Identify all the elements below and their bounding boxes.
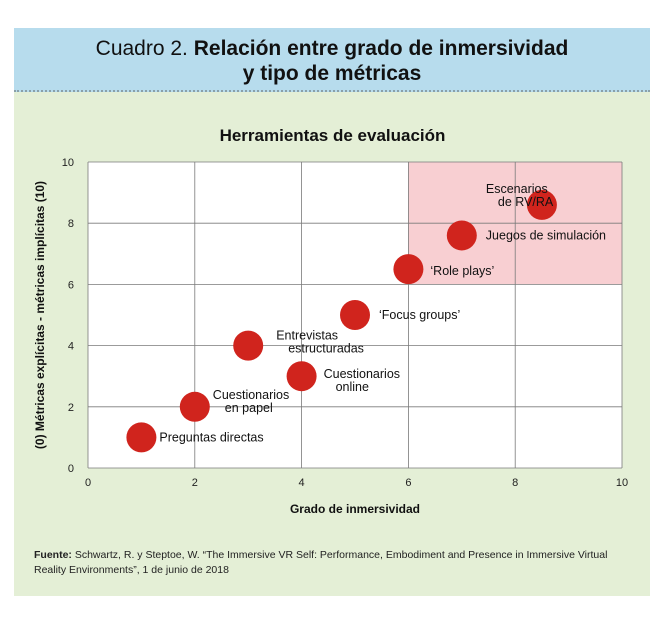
x-tick-label: 2 (192, 477, 198, 489)
x-tick-label: 8 (512, 477, 518, 489)
y-tick-label: 0 (68, 463, 74, 475)
y-axis-title: (0) Métricas explícitas - métricas implí… (33, 181, 47, 449)
data-label-line: Cuestionarios (213, 388, 289, 402)
data-label-line: de RV/RA (498, 195, 554, 209)
data-label-line: en papel (225, 401, 273, 415)
source-note: Fuente: Schwartz, R. y Steptoe, W. “The … (34, 548, 634, 578)
data-label: Juegos de simulación (486, 228, 606, 242)
x-tick-label: 4 (299, 477, 305, 489)
data-point (233, 330, 264, 361)
source-label: Fuente: (34, 549, 72, 561)
data-label-line: Escenarios (486, 182, 548, 196)
data-label: Cuestionarios en papel (213, 388, 289, 415)
data-label-line: Cuestionarios (324, 367, 400, 381)
x-axis-title: Grado de inmersividad (290, 502, 420, 516)
data-label-line: ‘Focus groups’ (379, 308, 460, 322)
data-label-line: Preguntas directas (159, 430, 263, 444)
y-tick-label: 8 (68, 218, 74, 230)
data-point (393, 254, 424, 285)
data-label-line: online (336, 380, 369, 394)
data-label-line: ‘Role plays’ (430, 264, 494, 278)
data-label: Entrevistas estructuradas (276, 329, 364, 356)
x-tick-label: 0 (85, 477, 91, 489)
figure-title-line1: Cuadro 2. Relación entre grado de inmers… (14, 37, 650, 61)
y-tick-label: 10 (62, 157, 74, 169)
figure-header: Cuadro 2. Relación entre grado de inmers… (14, 28, 650, 92)
data-point (526, 189, 557, 220)
data-label-line: estructuradas (288, 342, 364, 356)
data-point (340, 300, 370, 330)
figure-title: Relación entre grado de inmersividad (193, 37, 569, 60)
x-tick-label: 6 (405, 477, 411, 489)
chart-title: Herramientas de evaluación (219, 126, 446, 145)
data-label: ‘Focus groups’ (379, 308, 460, 322)
figure-title-line2: y tipo de métricas (242, 62, 422, 85)
scatter-chart: 0 2 4 6 8 10 0 2 4 6 8 10 Grado de inmersividad (0) M… (33, 157, 628, 516)
data-label-line: Entrevistas (276, 329, 338, 343)
source-text: Schwartz, R. y Steptoe, W. “The Immersiv… (34, 549, 608, 576)
data-label: Preguntas directas (159, 430, 263, 444)
data-point (286, 361, 317, 392)
y-tick-label: 2 (68, 402, 74, 414)
x-tick-label: 10 (616, 477, 628, 489)
figure-number: Cuadro 2. (95, 37, 188, 60)
data-label: Escenarios de RV/RA (486, 182, 554, 209)
data-point (126, 422, 157, 453)
data-point (446, 220, 477, 251)
y-tick-label: 4 (68, 341, 74, 353)
data-label: ‘Role plays’ (430, 264, 494, 278)
y-tick-label: 6 (68, 279, 74, 291)
data-label-line: Juegos de simulación (486, 228, 606, 242)
data-point (179, 391, 210, 422)
data-label: Cuestionarios online (324, 367, 400, 394)
